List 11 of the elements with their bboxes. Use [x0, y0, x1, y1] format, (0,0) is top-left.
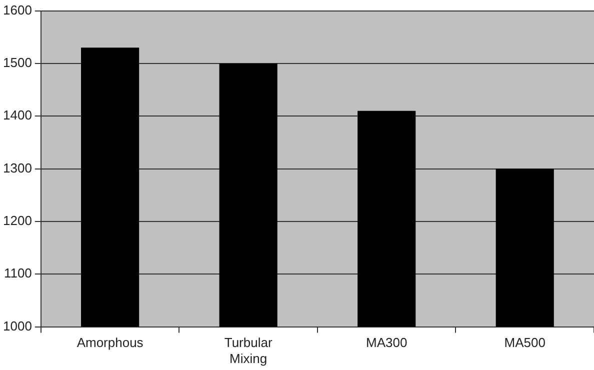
- y-tick-label: 1500: [3, 55, 32, 70]
- y-tick-label: 1400: [3, 108, 32, 123]
- x-tick-label: MA300: [366, 335, 408, 350]
- y-tick-label: 1300: [3, 160, 32, 176]
- y-tick-label: 1600: [3, 2, 32, 18]
- x-tick-label: Turbular Mixing: [224, 335, 273, 366]
- y-tick-label: 1100: [4, 266, 32, 281]
- x-tick-label: Amorphous: [76, 335, 144, 350]
- y-tick-label: 1000: [3, 318, 32, 334]
- y-tick-label: 1200: [3, 213, 32, 228]
- x-tick-label: MA500: [504, 335, 546, 350]
